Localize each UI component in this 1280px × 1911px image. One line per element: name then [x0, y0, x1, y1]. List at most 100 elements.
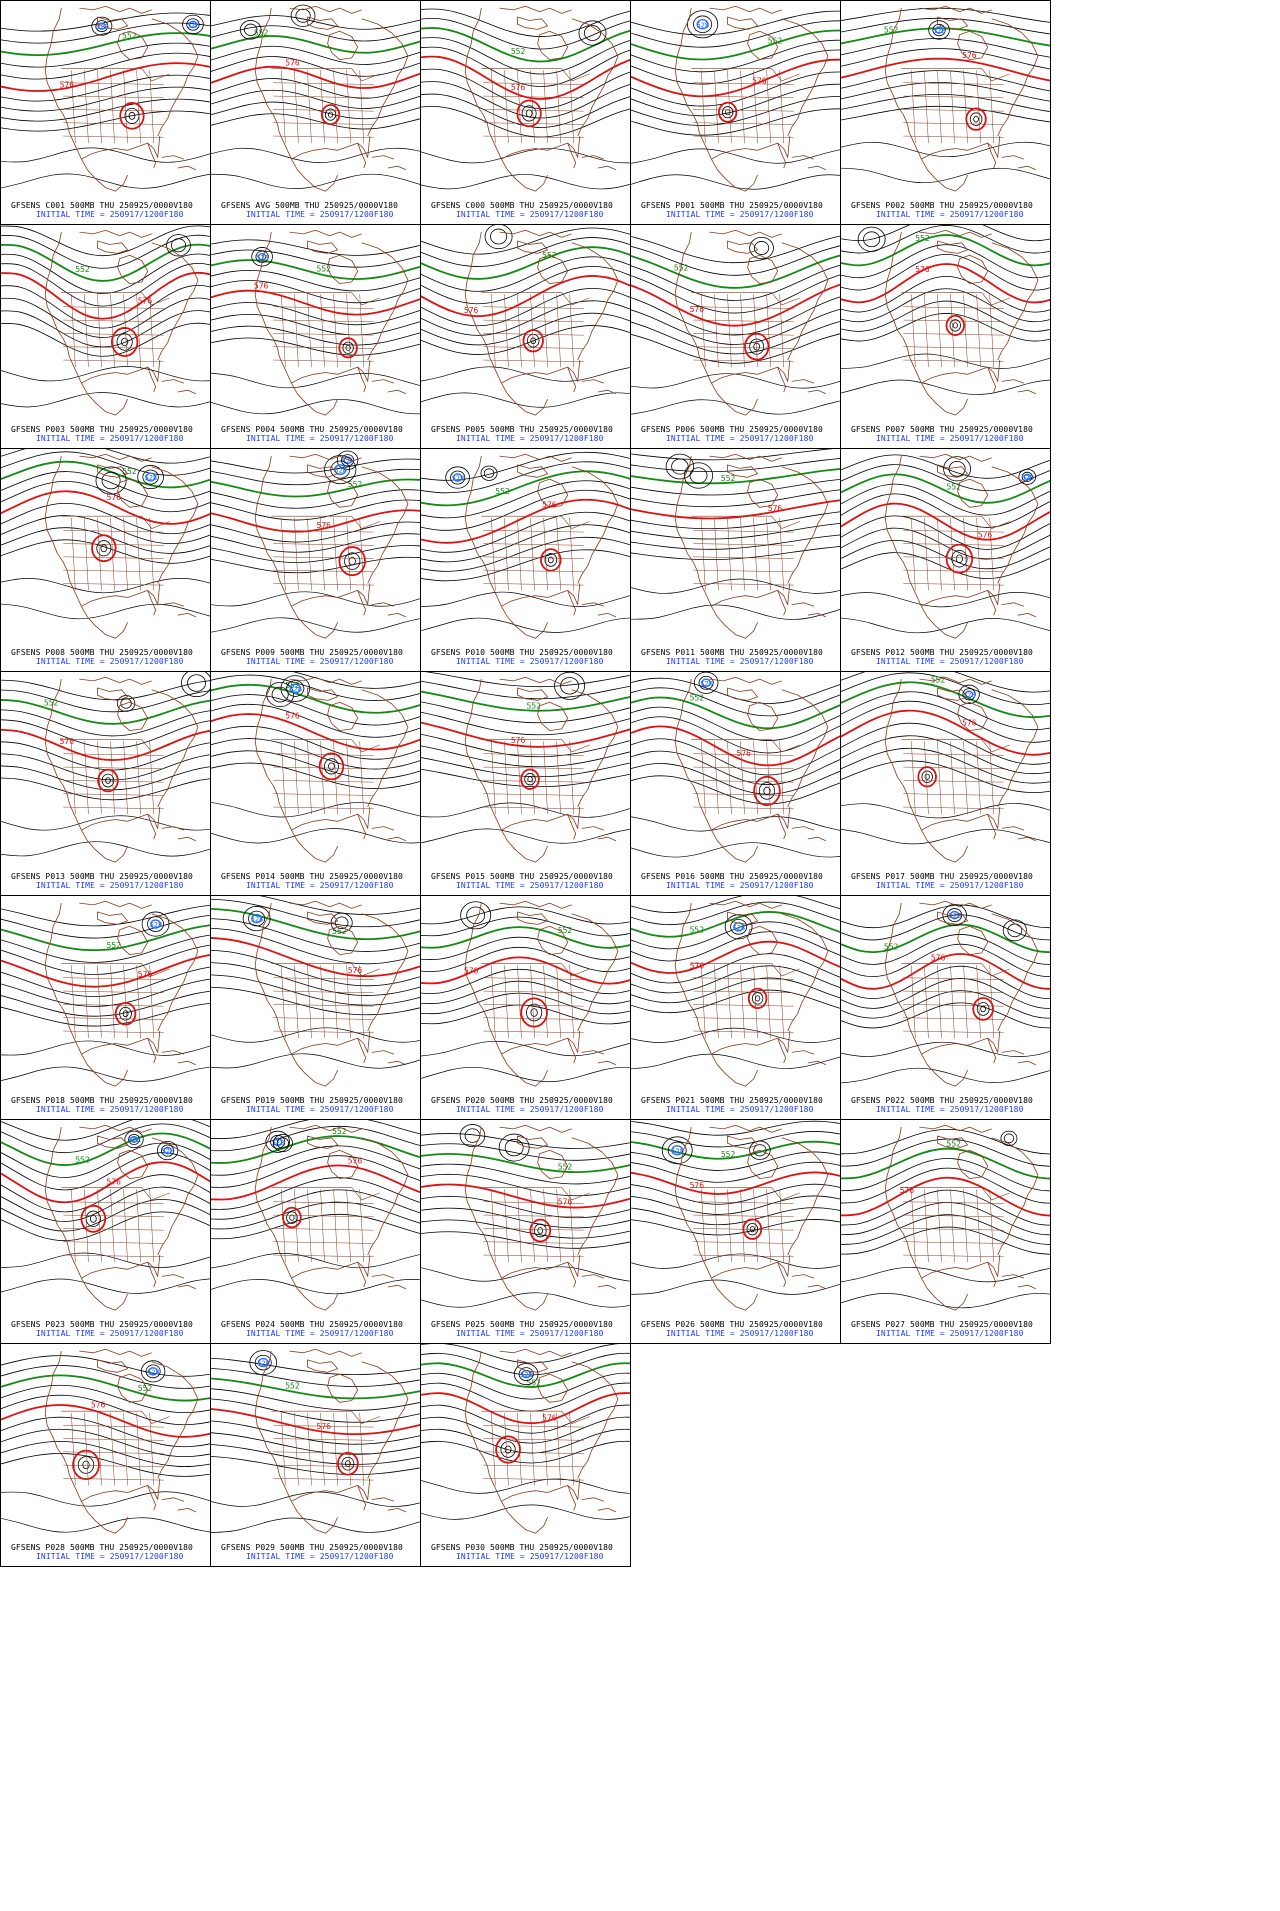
contour-552: [421, 470, 630, 507]
height-map: 552 576 528: [421, 1344, 630, 1534]
closed-low-inner: [105, 777, 111, 784]
contour-line: [1, 1355, 210, 1377]
panel-caption-init-time: INITIAL TIME = 250917/1200F180: [876, 881, 1024, 890]
contour-576: [421, 275, 630, 318]
contour-label-576: 576: [962, 51, 977, 60]
closed-low-inner: [100, 544, 108, 553]
contour-line: [631, 953, 840, 984]
panel-caption-run: GFSENS P009 500MB THU 250925/0000V180: [221, 648, 403, 657]
basemap-state-lines: [483, 1412, 584, 1486]
contour-line: [841, 1067, 1050, 1084]
contour-line: [211, 269, 420, 292]
contour-line: [421, 828, 630, 844]
contour-label-552: 552: [947, 482, 962, 491]
contour-line: [211, 1145, 420, 1176]
contour-line: [841, 1293, 1050, 1309]
contour-line: [292, 672, 420, 689]
panel-caption-init-time: INITIAL TIME = 250917/1200F180: [36, 210, 184, 219]
contour-line: [1, 322, 210, 357]
contour-line: [631, 842, 840, 858]
contour-552: [421, 926, 630, 949]
contour-line: [631, 1219, 840, 1236]
contour-line: [631, 1131, 840, 1148]
contour-line: [631, 333, 840, 364]
basemap-coastlines: [674, 676, 829, 863]
contour-line: [211, 927, 420, 965]
contour-label-528: 528: [272, 1139, 285, 1147]
contour-552: [631, 29, 840, 61]
contour-line: [841, 225, 1050, 242]
contour-line: [631, 245, 840, 276]
panel-caption-run: GFSENS P006 500MB THU 250925/0000V180: [641, 425, 823, 434]
panel-caption-run: GFSENS P013 500MB THU 250925/0000V180: [11, 872, 193, 881]
closed-low-inner: [323, 758, 339, 775]
height-map: 552 576: [841, 225, 1050, 416]
closed-low: [518, 1367, 534, 1381]
contour-552: [631, 696, 840, 730]
contour-label-576: 576: [464, 306, 479, 315]
contour-line: [259, 896, 420, 915]
contour-line: [1, 1142, 210, 1178]
contour-line: [1, 86, 210, 112]
panel-caption-run: GFSENS P025 500MB THU 250925/0000V180: [431, 1320, 613, 1329]
ensemble-member-panel: 552 576 528 GFSENS P024 500MB THU 250925/00…: [210, 1119, 421, 1344]
contour-line: [421, 802, 630, 818]
contour-576: [1, 954, 210, 988]
contour-line: [841, 48, 1050, 70]
contour-528: [334, 464, 347, 476]
closed-low: [689, 467, 708, 484]
closed-low: [295, 8, 311, 23]
contour-576: [1, 62, 210, 92]
closed-low: [272, 1134, 293, 1153]
contour-line: [841, 141, 1050, 158]
panel-caption-init-time: INITIAL TIME = 250917/1200F180: [246, 210, 394, 219]
contour-label-552: 552: [558, 1162, 573, 1171]
contour-line: [421, 18, 630, 50]
contour-line: [421, 680, 630, 700]
closed-low-inner: [286, 1211, 298, 1224]
contour-label-552: 552: [285, 681, 300, 690]
ensemble-member-panel: 552 576 528 GFSENS P022 500MB THU 250925/00…: [840, 895, 1051, 1120]
closed-low-576: [718, 101, 738, 123]
ensemble-member-panel: 552 576 GFSENS P011 500MB THU 250925/0000V…: [630, 448, 841, 672]
ensemble-member-panel: 552 576 528 GFSENS P021 500MB THU 250925/00…: [630, 895, 841, 1120]
contour-528: [452, 473, 463, 482]
contour-line: [211, 674, 420, 701]
contour-label-552: 552: [317, 264, 332, 273]
contour-line: [841, 1041, 1050, 1057]
contour-label-576: 576: [737, 749, 752, 758]
contour-label-552: 552: [44, 698, 59, 707]
contour-label-552: 552: [527, 1378, 542, 1387]
contour-line: [211, 974, 420, 1006]
basemap-state-lines: [63, 741, 164, 815]
closed-low-inner: [722, 106, 734, 119]
contour-line: [421, 265, 630, 305]
contour-line: [841, 7, 1050, 23]
height-map: 552 576 528 528: [211, 450, 420, 639]
closed-low-inner: [89, 1214, 97, 1223]
contour-line: [841, 803, 1050, 819]
contour-576: [421, 956, 630, 985]
basemap-coastlines: [884, 676, 1039, 863]
height-map: 552 576: [421, 672, 630, 863]
basemap-state-lines: [483, 1189, 584, 1263]
contour-label-528: 528: [162, 1148, 175, 1156]
contour-label-552: 552: [122, 467, 137, 476]
contour-line: [1, 1120, 210, 1141]
contour-line: [631, 965, 840, 994]
closed-low-576: [753, 775, 781, 806]
contour-552: [1, 243, 210, 282]
ensemble-member-panel: 552 576 528 GFSENS P019 500MB THU 250925/00…: [210, 895, 421, 1120]
contour-line: [631, 108, 840, 136]
contour-line: [631, 546, 840, 561]
contour-552: [421, 246, 630, 280]
contour-line: [421, 1207, 630, 1229]
closed-low: [749, 1140, 771, 1160]
closed-low: [693, 672, 719, 694]
contour-576: [841, 1176, 1050, 1217]
contour-line: [211, 1253, 420, 1269]
contour-line: [841, 313, 1050, 342]
contour-label-552: 552: [511, 47, 526, 56]
contour-line: [211, 1125, 420, 1152]
panel-caption-init-time: INITIAL TIME = 250917/1200F180: [666, 434, 814, 443]
